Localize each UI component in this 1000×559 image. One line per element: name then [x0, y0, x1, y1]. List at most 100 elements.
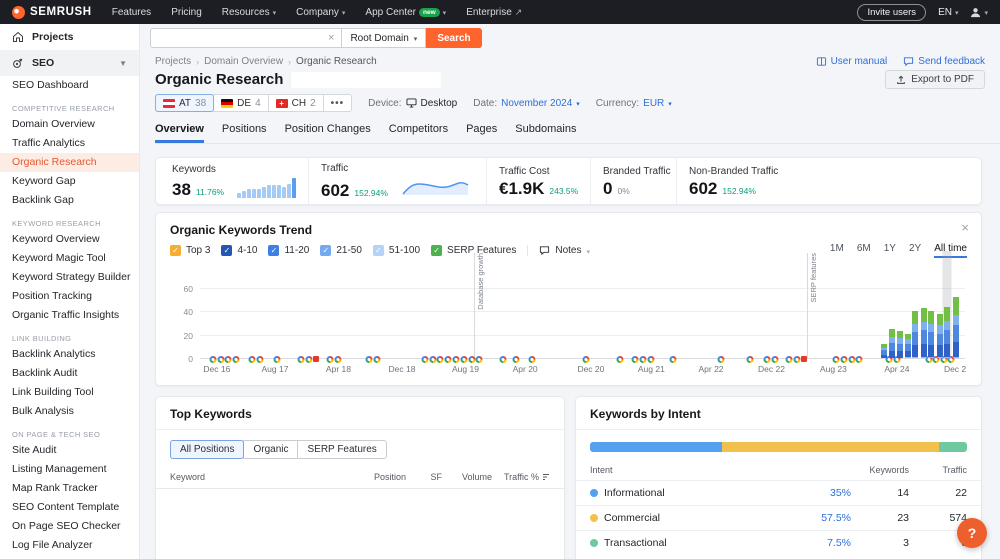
google-update-icon[interactable] — [232, 356, 240, 363]
export-pdf-button[interactable]: Export to PDF — [885, 70, 985, 89]
device-value[interactable]: Desktop — [406, 98, 457, 109]
nav-item-company[interactable]: Company ▾ — [296, 7, 345, 18]
breadcrumb-projects[interactable]: Projects — [155, 56, 192, 67]
tk-column-sf[interactable]: SF — [430, 472, 442, 482]
send-feedback-link[interactable]: Send feedback — [903, 56, 985, 67]
date-dropdown[interactable]: November 2024 ▾ — [501, 98, 580, 109]
sidebar-item-keyword-gap[interactable]: Keyword Gap — [12, 175, 76, 187]
sidebar-item-keyword-magic-tool[interactable]: Keyword Magic Tool — [12, 252, 106, 264]
google-update-icon[interactable] — [669, 356, 677, 363]
algorithm-flag-icon[interactable] — [800, 356, 807, 362]
google-update-icon[interactable] — [305, 356, 313, 363]
sidebar-item-position-tracking[interactable]: Position Tracking — [12, 290, 92, 302]
google-update-icon[interactable] — [528, 356, 536, 363]
stacked-bar[interactable] — [952, 297, 959, 358]
tab-position-changes[interactable]: Position Changes — [284, 123, 371, 135]
google-update-icon[interactable] — [785, 356, 793, 363]
sidebar-item-seo-content-template[interactable]: SEO Content Template — [12, 501, 120, 513]
google-update-icon[interactable] — [429, 356, 437, 363]
google-update-icon[interactable] — [639, 356, 647, 363]
google-update-icon[interactable] — [771, 356, 778, 363]
stacked-bar[interactable] — [904, 333, 911, 358]
stacked-bar[interactable] — [928, 311, 935, 358]
sidebar-item-traffic-analytics[interactable]: Traffic Analytics — [12, 137, 85, 149]
google-update-icon[interactable] — [444, 356, 452, 363]
algorithm-flag-icon[interactable] — [313, 356, 320, 362]
google-update-icon[interactable] — [763, 356, 771, 363]
country-tab-ch[interactable]: + CH 2 — [267, 94, 324, 112]
sidebar-item-log-file-analyzer[interactable]: Log File Analyzer — [12, 539, 93, 551]
sidebar-item-bulk-analysis[interactable]: Bulk Analysis — [12, 405, 74, 417]
google-update-icon[interactable] — [631, 356, 639, 363]
sidebar-item-domain-overview[interactable]: Domain Overview — [12, 118, 95, 130]
nav-item-app-center[interactable]: App Center new ▾ — [365, 7, 446, 18]
help-button[interactable]: ? — [957, 518, 987, 548]
google-update-icon[interactable] — [217, 356, 225, 363]
tk-filter-organic[interactable]: Organic — [243, 440, 299, 459]
tk-filter-all-positions[interactable]: All Positions — [170, 440, 245, 459]
tab-subdomains[interactable]: Subdomains — [515, 123, 577, 135]
google-update-icon[interactable] — [746, 356, 754, 363]
google-update-icon[interactable] — [925, 356, 933, 363]
google-update-icon[interactable] — [893, 356, 901, 363]
google-update-icon[interactable] — [460, 356, 468, 363]
sidebar-item-keyword-overview[interactable]: Keyword Overview — [12, 233, 100, 245]
semrush-logo[interactable]: SEMRUSH — [12, 5, 92, 19]
account-menu[interactable]: ▾ — [970, 7, 988, 18]
google-update-icon[interactable] — [616, 356, 624, 363]
search-scope-dropdown[interactable]: Root Domain ▾ — [342, 28, 427, 48]
google-update-icon[interactable] — [248, 356, 256, 363]
sidebar-item-keyword-strategy-builder[interactable]: Keyword Strategy Builder — [12, 271, 131, 283]
google-update-icon[interactable] — [717, 356, 725, 363]
sort-icon[interactable] — [542, 473, 550, 481]
legend-toggle-top-3[interactable]: ✓ Top 3 — [170, 245, 210, 256]
google-update-icon[interactable] — [334, 356, 342, 363]
sidebar-item-map-rank-tracker[interactable]: Map Rank Tracker — [12, 482, 98, 494]
range-2y[interactable]: 2Y — [908, 243, 922, 254]
google-update-icon[interactable] — [475, 356, 483, 363]
sidebar-item-on-page-seo-checker[interactable]: On Page SEO Checker — [12, 520, 121, 532]
tab-competitors[interactable]: Competitors — [388, 123, 449, 135]
tk-column-volume[interactable]: Volume — [461, 472, 492, 482]
google-update-icon[interactable] — [582, 356, 590, 363]
stacked-bar[interactable] — [880, 344, 887, 358]
intent-percentage-link[interactable]: 35% — [829, 487, 851, 499]
sidebar-item-link-building-tool[interactable]: Link Building Tool — [12, 386, 94, 398]
tab-overview[interactable]: Overview — [155, 123, 204, 143]
invite-users-button[interactable]: Invite users — [857, 3, 927, 21]
google-update-icon[interactable] — [452, 356, 460, 363]
sidebar-item-listing-management[interactable]: Listing Management — [12, 463, 107, 475]
domain-search-input[interactable] — [151, 32, 321, 44]
range-all-time[interactable]: All time — [934, 243, 967, 258]
nav-item-enterprise[interactable]: Enterprise ↗ — [466, 7, 522, 18]
sidebar-item-backlink-gap[interactable]: Backlink Gap — [12, 194, 74, 206]
stacked-bar[interactable] — [896, 331, 903, 358]
google-update-icon[interactable] — [940, 356, 948, 363]
sidebar-item-projects[interactable]: Projects — [0, 24, 139, 50]
google-update-icon[interactable] — [421, 356, 429, 363]
close-icon[interactable]: × — [961, 220, 969, 235]
google-update-icon[interactable] — [436, 356, 444, 363]
stacked-bar[interactable] — [936, 313, 943, 358]
google-update-icon[interactable] — [365, 356, 373, 363]
search-button[interactable]: Search — [426, 28, 482, 48]
sidebar-item-seo-dashboard[interactable]: SEO Dashboard — [12, 79, 89, 91]
tab-positions[interactable]: Positions — [221, 123, 267, 135]
nav-item-pricing[interactable]: Pricing — [171, 7, 202, 18]
tk-column-position[interactable]: Position — [373, 472, 406, 482]
google-update-icon[interactable] — [855, 356, 863, 363]
sidebar-item-site-audit[interactable]: Site Audit — [12, 444, 57, 456]
google-update-icon[interactable] — [848, 356, 856, 363]
breadcrumb-domain-overview[interactable]: Domain Overview — [204, 56, 284, 67]
google-update-icon[interactable] — [832, 356, 840, 363]
google-update-icon[interactable] — [840, 356, 848, 363]
user-manual-link[interactable]: User manual — [816, 56, 887, 67]
google-update-icon[interactable] — [326, 356, 334, 363]
tk-column-traffic[interactable]: Traffic % — [492, 472, 550, 482]
legend-toggle-21-50[interactable]: ✓ 21-50 — [320, 245, 362, 256]
legend-toggle-11-20[interactable]: ✓ 11-20 — [268, 245, 309, 256]
google-update-icon[interactable] — [499, 356, 507, 363]
range-1m[interactable]: 1M — [829, 243, 844, 254]
country-tab-de[interactable]: DE 4 — [213, 94, 269, 112]
google-update-icon[interactable] — [273, 356, 280, 363]
